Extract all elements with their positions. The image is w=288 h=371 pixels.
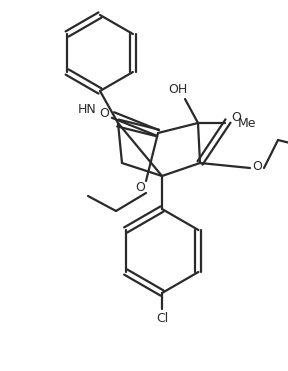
Text: OH: OH — [168, 82, 187, 95]
Text: O: O — [99, 106, 109, 119]
Text: O: O — [135, 181, 145, 194]
Text: O: O — [252, 160, 262, 173]
Text: O: O — [231, 111, 241, 124]
Text: Me: Me — [238, 116, 257, 129]
Text: Cl: Cl — [156, 312, 168, 325]
Text: HN: HN — [78, 102, 97, 115]
